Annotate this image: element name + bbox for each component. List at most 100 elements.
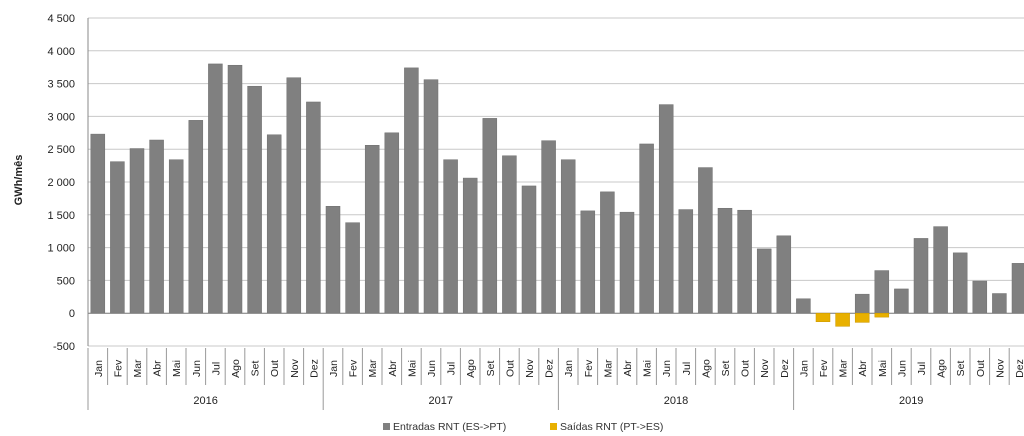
bar-entradas	[933, 226, 948, 314]
x-tick-month: Abr	[857, 360, 869, 377]
x-tick-month: Jul	[916, 362, 928, 375]
x-tick-month: Mai	[171, 360, 183, 377]
y-tick-label: 4 500	[47, 13, 75, 25]
x-tick-month: Out	[504, 360, 516, 377]
x-tick-month: Jun	[191, 360, 203, 377]
bar-entradas	[639, 143, 654, 314]
bar-entradas	[756, 248, 772, 314]
y-tick-label: 1 000	[47, 243, 75, 255]
bar-entradas	[286, 77, 302, 314]
x-tick-month: Mai	[642, 360, 654, 377]
bar-entradas	[462, 177, 478, 314]
x-tick-month: Jun	[426, 360, 438, 377]
bar-entradas	[521, 185, 537, 314]
x-tick-month: Jan	[93, 360, 105, 377]
legend-swatch-entradas	[383, 423, 390, 430]
x-tick-month: Abr	[387, 360, 399, 377]
x-tick-month: Mar	[602, 359, 614, 378]
x-tick-month: Out	[975, 360, 987, 377]
bar-entradas	[227, 64, 243, 314]
x-tick-month: Mar	[367, 359, 379, 378]
x-tick-month: Dez	[544, 359, 556, 378]
x-tick-month: Dez	[779, 359, 791, 378]
x-tick-month: Ago	[230, 359, 242, 378]
legend-label-entradas: Entradas RNT (ES->PT)	[393, 421, 506, 433]
bar-entradas	[796, 298, 811, 314]
bar-entradas	[364, 145, 380, 314]
bar-entradas	[482, 118, 498, 314]
x-tick-month: Jul	[210, 362, 222, 375]
x-tick-month: Nov	[759, 358, 771, 377]
x-tick-month: Jun	[896, 360, 908, 377]
y-tick-label: 1 500	[47, 210, 75, 222]
x-tick-month: Set	[955, 361, 967, 377]
x-tick-month: Abr	[622, 360, 634, 377]
bar-entradas	[541, 140, 556, 314]
x-tick-month: Nov	[289, 358, 301, 377]
x-tick-month: Mar	[838, 359, 850, 378]
bar-entradas	[717, 207, 733, 314]
x-tick-year: 2018	[664, 395, 688, 407]
y-axis-ticks: -500 0 500 1 000 1 500 2 000 2 500 3 000 3 500 4 …	[47, 13, 75, 353]
x-tick-month: Nov	[524, 358, 536, 377]
legend: Entradas RNT (ES->PT) Saídas RNT (PT->ES…	[383, 421, 663, 433]
x-tick-month: Jan	[328, 360, 340, 377]
bar-entradas	[952, 252, 968, 314]
bar-entradas	[208, 63, 223, 314]
bar-entradas	[560, 159, 576, 314]
x-tick-month: Fev	[348, 359, 360, 377]
bar-entradas	[600, 191, 615, 314]
grid-lines	[88, 17, 1024, 347]
bar-saidas	[874, 312, 890, 318]
bar-entradas	[894, 288, 909, 314]
bar-entradas	[188, 120, 204, 314]
x-tick-month: Mar	[132, 359, 144, 378]
bar-entradas	[874, 270, 890, 314]
bar-entradas	[737, 209, 752, 314]
y-tick-label: 2 000	[47, 177, 75, 189]
x-tick-month: Set	[250, 361, 262, 377]
x-tick-month: Jan	[563, 360, 575, 377]
bar-saidas	[854, 312, 870, 323]
bar-entradas	[443, 159, 458, 314]
bar-saidas	[835, 312, 850, 327]
bar-saidas	[815, 312, 831, 322]
bar-entradas	[698, 167, 713, 314]
x-tick-month: Jun	[661, 360, 673, 377]
x-tick-year: 2019	[899, 395, 923, 407]
bar-entradas	[266, 134, 282, 314]
x-tick-year: 2016	[193, 395, 217, 407]
bar-entradas	[129, 148, 145, 314]
bar-entradas	[168, 159, 184, 314]
x-tick-month: Dez	[1014, 359, 1024, 378]
x-tick-month: Ago	[465, 359, 477, 378]
x-tick-month: Ago	[700, 359, 712, 378]
legend-label-saidas: Saídas RNT (PT->ES)	[560, 421, 663, 433]
bar-entradas	[404, 67, 419, 314]
bar-entradas	[384, 132, 400, 314]
x-tick-month: Set	[485, 361, 497, 377]
bar-entradas	[972, 280, 988, 314]
bars	[90, 63, 1024, 327]
bar-entradas	[580, 210, 596, 314]
x-tick-month: Fev	[112, 359, 124, 377]
y-tick-label: 3 000	[47, 111, 75, 123]
y-axis-label: GWh/mês	[13, 155, 25, 206]
y-tick-label: 2 500	[47, 144, 75, 156]
bar-entradas	[776, 235, 792, 314]
bar-entradas	[345, 222, 360, 314]
x-tick-month: Ago	[936, 359, 948, 378]
y-tick-label: 3 500	[47, 79, 75, 91]
bar-entradas	[678, 209, 694, 314]
legend-swatch-saidas	[550, 423, 557, 430]
bar-entradas	[306, 101, 321, 314]
x-tick-month: Fev	[583, 359, 595, 377]
x-tick-month: Mai	[406, 360, 418, 377]
bar-entradas	[423, 79, 439, 314]
bar-entradas	[658, 104, 674, 314]
x-tick-month: Fev	[818, 359, 830, 377]
x-tick-month: Out	[740, 360, 752, 377]
bar-entradas	[913, 238, 929, 314]
y-tick-label: 500	[57, 275, 75, 287]
